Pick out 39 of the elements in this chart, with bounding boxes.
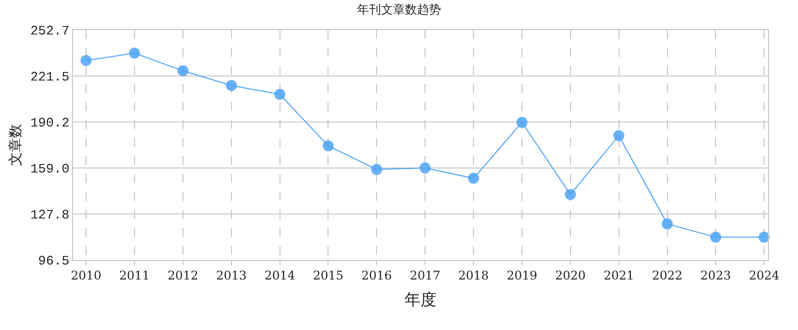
x-tick-label: 2020	[555, 268, 586, 282]
x-tick-label: 2014	[264, 268, 296, 282]
point	[177, 65, 188, 76]
point	[371, 164, 382, 175]
point	[129, 48, 140, 59]
x-tick-label: 2023	[700, 268, 731, 282]
x-tick-label: 2016	[361, 268, 392, 282]
x-tick-label: 2015	[312, 268, 344, 282]
y-tick-label: 221.5	[30, 69, 70, 84]
point	[758, 232, 770, 243]
chart-title: 年刊文章数趋势	[357, 2, 441, 16]
x-tick-label: 2024	[748, 268, 780, 282]
x-tick-label: 2022	[652, 268, 683, 282]
x-tick-label: 2017	[410, 268, 440, 282]
y-tick-label: 159.0	[30, 162, 70, 177]
x-tick-label: 2019	[506, 268, 538, 282]
point	[226, 80, 237, 92]
point	[564, 188, 576, 200]
x-tick-label: 2021	[604, 268, 634, 282]
point	[662, 218, 673, 230]
y-tick-label: 190.2	[30, 116, 70, 131]
point	[80, 54, 92, 66]
point	[274, 88, 286, 100]
point	[516, 116, 528, 128]
x-axis-title: 年度	[404, 290, 436, 310]
point	[468, 172, 480, 184]
point	[322, 140, 334, 152]
x-tick-label: 2010	[70, 268, 102, 282]
y-tick-label: 96.5	[38, 254, 70, 269]
point	[420, 162, 431, 174]
x-tick-label: 2012	[168, 268, 198, 282]
y-tick-label: 252.7	[30, 24, 70, 39]
y-axis-title: 文章数	[8, 124, 24, 166]
x-tick-label: 2018	[458, 268, 489, 282]
y-tick-label: 127.8	[30, 207, 70, 222]
point	[710, 232, 722, 243]
x-tick-label: 2011	[119, 268, 150, 282]
x-tick-label: 2013	[216, 268, 247, 282]
point	[613, 130, 624, 142]
